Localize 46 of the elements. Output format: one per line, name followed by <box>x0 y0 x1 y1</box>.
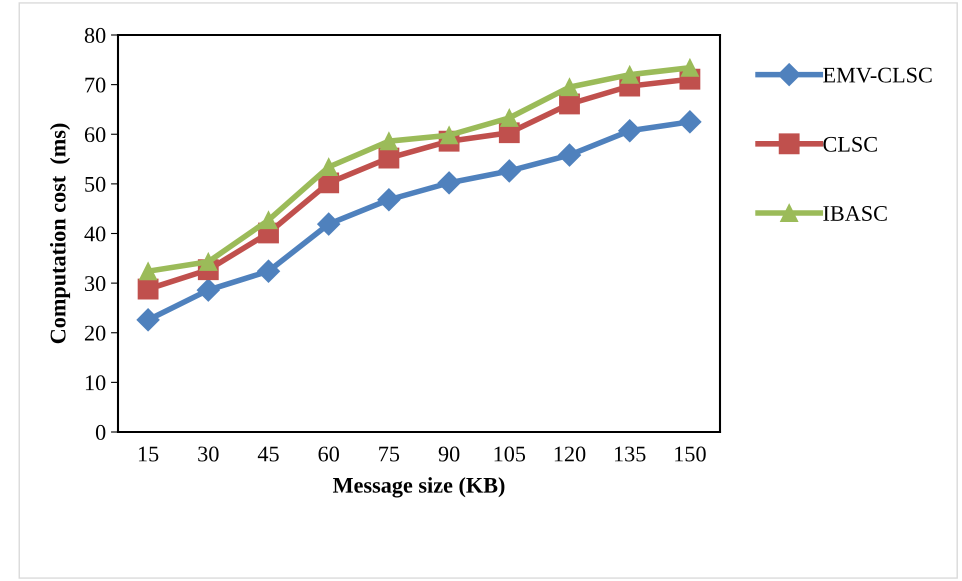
point <box>378 148 400 168</box>
y-tick-label: 10 <box>86 375 106 390</box>
point <box>380 132 398 150</box>
point <box>498 159 521 182</box>
x-tick-label: 45 <box>258 446 279 462</box>
y-tick-label: 30 <box>85 276 106 292</box>
x-tick-label: 15 <box>138 446 158 462</box>
point <box>259 211 278 230</box>
point <box>196 278 220 302</box>
x-tick-label: 90 <box>438 446 460 462</box>
legend-label: CLSC <box>823 136 877 152</box>
y-tick-label: 60 <box>84 127 106 142</box>
point <box>257 260 280 283</box>
legend-label: EMV-CLSC <box>823 68 932 83</box>
legend-label: IBASC <box>823 206 887 221</box>
point <box>138 278 159 300</box>
y-tick-label: 80 <box>84 28 106 43</box>
x-tick-label: 75 <box>379 446 400 462</box>
y-tick-label: 50 <box>85 176 106 192</box>
point <box>136 308 160 332</box>
point <box>139 262 158 280</box>
x-tick-label: 120 <box>554 446 586 462</box>
point <box>199 252 218 271</box>
y-tick-label: 0 <box>96 424 106 440</box>
point <box>620 66 639 84</box>
y-tick-label: 70 <box>85 78 106 93</box>
point <box>559 94 580 114</box>
point <box>678 110 702 134</box>
point <box>500 108 518 127</box>
x-axis-title: Message size (KB) <box>332 477 504 498</box>
x-tick-label: 30 <box>198 446 219 462</box>
point <box>438 171 461 194</box>
x-tick-label: 135 <box>614 446 646 462</box>
x-tick-label: 105 <box>494 446 526 462</box>
point <box>560 78 579 96</box>
point <box>317 212 340 236</box>
y-tick-label: 20 <box>84 326 106 341</box>
point <box>618 119 642 142</box>
x-tick-label: 150 <box>675 446 706 462</box>
x-tick-label: 60 <box>318 446 339 462</box>
point <box>377 188 400 212</box>
y-axis-title: Computation cost (ms) <box>50 124 70 344</box>
point <box>680 58 699 77</box>
y-tick-label: 40 <box>84 226 106 242</box>
point <box>558 144 581 167</box>
point <box>440 126 458 144</box>
